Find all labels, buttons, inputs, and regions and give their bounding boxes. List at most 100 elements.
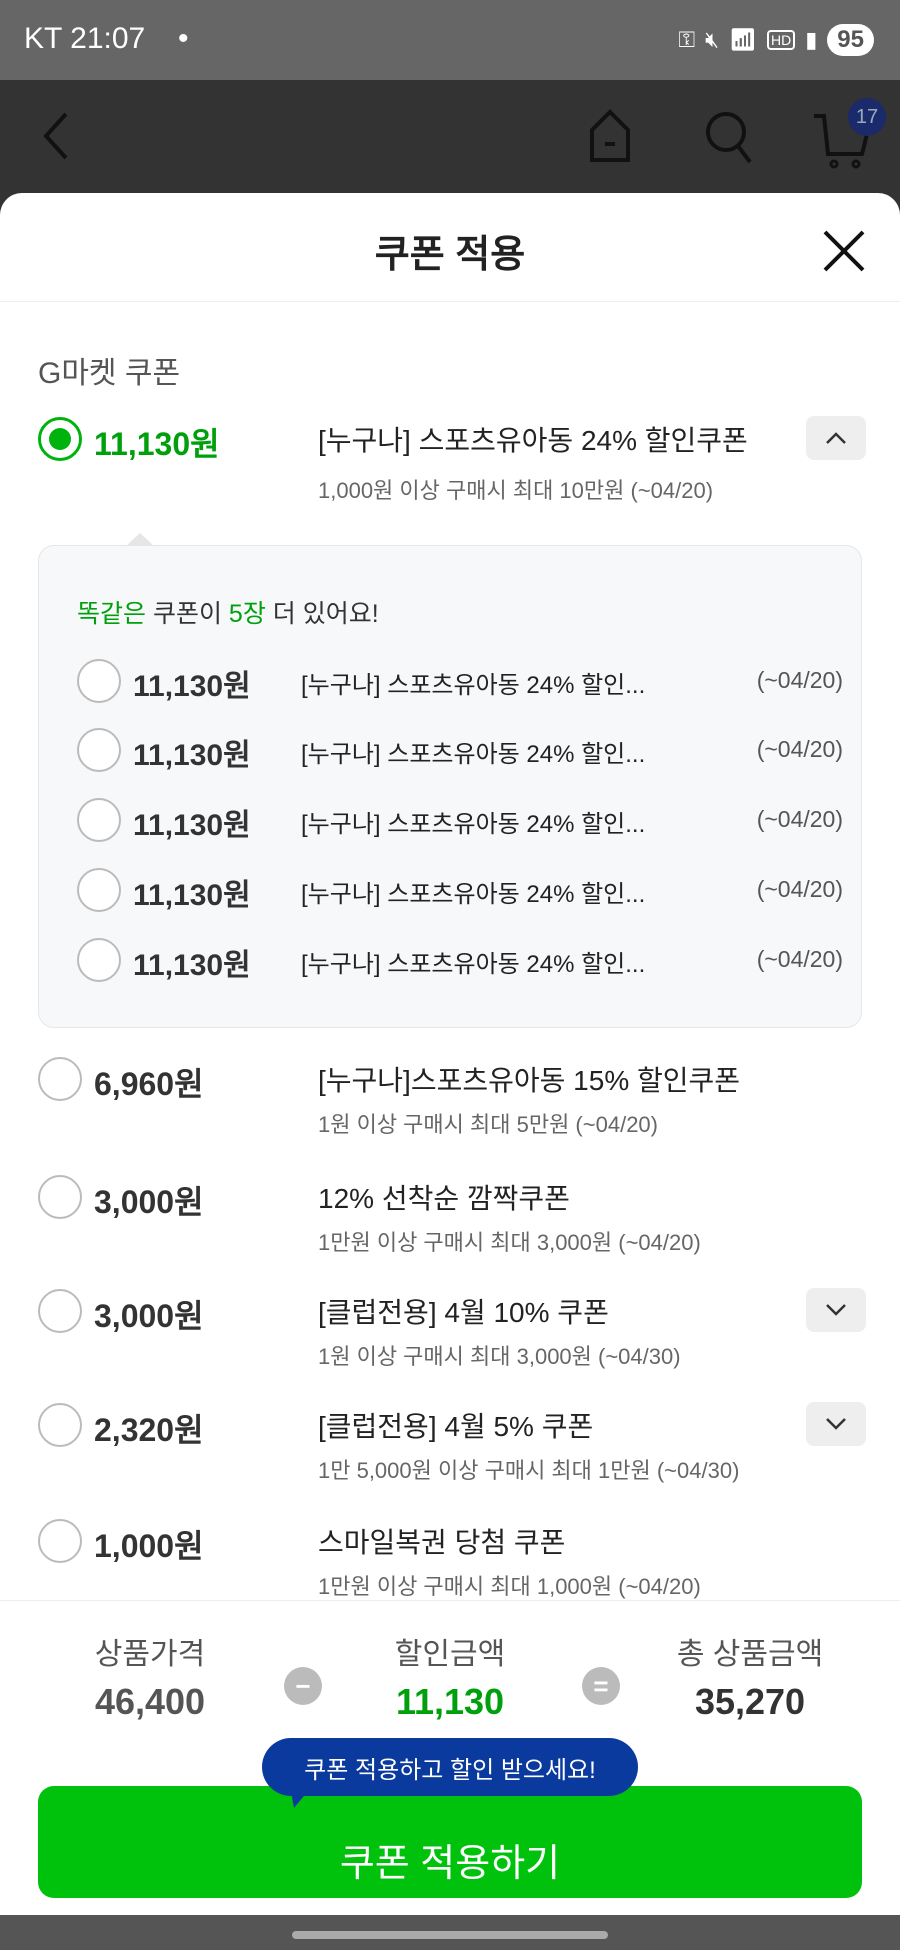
divider [0, 301, 900, 302]
top-nav: 17 [0, 80, 900, 193]
coupon-amount: 11,130원 [133, 670, 251, 703]
notification-dot: • [178, 22, 189, 55]
wifi-icon: 📶︎ [729, 27, 757, 52]
tooltip: 쿠폰 적용하고 할인 받으세요! [262, 1738, 638, 1796]
search-icon[interactable] [704, 110, 754, 166]
coupon-date: (~04/20) [756, 946, 843, 972]
close-icon[interactable] [822, 229, 866, 273]
collapse-button[interactable] [806, 416, 866, 460]
radio-button[interactable] [77, 728, 121, 772]
radio-button[interactable] [38, 1175, 82, 1219]
coupon-amount: 1,000원 [94, 1528, 204, 1564]
duplicate-message: 똑같은 쿠폰이 5장 더 있어요! [77, 594, 379, 630]
coupon-date: (~04/20) [756, 806, 843, 832]
coupon-row[interactable]: 3,000원 12% 선착순 깜짝쿠폰 1만원 이상 구매시 최대 3,000원… [0, 1171, 900, 1255]
coupon-name: [누구나] 스포츠유아동 24% 할인... [301, 881, 646, 908]
radio-button[interactable] [77, 659, 121, 703]
coupon-name: 12% 선착순 깜짝쿠폰 [318, 1183, 570, 1214]
coupon-name: [클럽전용] 4월 5% 쿠폰 [318, 1411, 594, 1442]
coupon-name: [누구나] 스포츠유아동 24% 할인... [301, 672, 646, 699]
equals-icon: = [582, 1667, 620, 1705]
apply-coupon-button[interactable]: 쿠폰 적용하기 [38, 1786, 862, 1898]
coupon-row-selected[interactable]: 11,130원 [누구나] 스포츠유아동 24% 할인쿠폰 1,000원 이상 … [0, 413, 900, 503]
msg-count: 5장 [228, 600, 266, 628]
apply-coupon-label: 쿠폰 적용하기 [339, 1843, 561, 1885]
chevron-up-icon [826, 432, 846, 444]
msg-text: 쿠폰이 [146, 600, 229, 628]
expand-button[interactable] [806, 1288, 866, 1332]
price-value: 46,400 [94, 1681, 206, 1722]
radio-button[interactable] [38, 1519, 82, 1563]
discount-value: 11,130 [395, 1681, 505, 1722]
radio-button[interactable] [38, 1289, 82, 1333]
coupon-name: [누구나] 스포츠유아동 24% 할인... [301, 951, 646, 978]
duplicate-coupon-row[interactable]: 11,130원 [누구나] 스포츠유아동 24% 할인... (~04/20) [39, 936, 861, 986]
back-icon[interactable] [38, 110, 72, 162]
coupon-condition: 1만원 이상 구매시 최대 1,000원 (~04/20) [318, 1574, 701, 1599]
coupon-amount: 11,130원 [133, 739, 251, 772]
radio-button[interactable] [77, 868, 121, 912]
total-label: 총 상품금액 [676, 1638, 824, 1671]
coupon-condition: 1원 이상 구매시 최대 5만원 (~04/20) [318, 1112, 658, 1137]
coupon-date: (~04/20) [756, 667, 843, 693]
coupon-amount: 6,960원 [94, 1066, 204, 1102]
coupon-date: (~04/20) [756, 876, 843, 902]
tooltip-tail [290, 1786, 312, 1808]
sheet-title: 쿠폰 적용 [374, 234, 526, 276]
radio-button[interactable] [38, 1057, 82, 1101]
section-title: G마켓 쿠폰 [38, 357, 181, 390]
coupon-condition: 1만 5,000원 이상 구매시 최대 1만원 (~04/30) [318, 1458, 740, 1483]
battery-level: 95 [827, 24, 874, 56]
status-bar: KT 21:07 • ⚿ 🔇︎ 📶︎ HD ▮ 95 [0, 0, 900, 80]
coupon-row[interactable]: 3,000원 [클럽전용] 4월 10% 쿠폰 1원 이상 구매시 최대 3,0… [0, 1285, 900, 1369]
coupon-amount: 11,130원 [133, 809, 251, 842]
carrier-time: KT 21:07 [24, 22, 146, 55]
radio-button[interactable] [77, 798, 121, 842]
radio-selected[interactable] [38, 417, 82, 461]
radio-button[interactable] [77, 938, 121, 982]
total-value: 35,270 [694, 1681, 806, 1722]
panel-pointer [126, 533, 154, 546]
coupon-amount: 11,130원 [133, 949, 251, 982]
coupon-amount: 11,130원 [94, 426, 220, 462]
home-indicator[interactable] [292, 1931, 608, 1939]
hd-icon: HD [766, 30, 796, 50]
vpn-key-icon: ⚿ [678, 27, 696, 52]
duplicate-coupon-row[interactable]: 11,130원 [누구나] 스포츠유아동 24% 할인... (~04/20) [39, 796, 861, 846]
coupon-name: [클럽전용] 4월 10% 쿠폰 [318, 1297, 609, 1328]
radio-button[interactable] [38, 1403, 82, 1447]
coupon-amount: 11,130원 [133, 879, 251, 912]
mute-icon: 🔇︎ [705, 27, 720, 52]
cart-count-badge: 17 [848, 98, 886, 136]
coupon-amount: 2,320원 [94, 1412, 204, 1448]
coupon-name: [누구나] 스포츠유아동 24% 할인... [301, 811, 646, 838]
msg-text: 더 있어요! [265, 600, 379, 628]
gesture-bar [0, 1915, 900, 1950]
coupon-name: [누구나] 스포츠유아동 24% 할인쿠폰 [318, 425, 748, 456]
coupon-condition: 1원 이상 구매시 최대 3,000원 (~04/30) [318, 1344, 681, 1369]
coupon-amount: 3,000원 [94, 1184, 204, 1220]
duplicate-coupon-row[interactable]: 11,130원 [누구나] 스포츠유아동 24% 할인... (~04/20) [39, 866, 861, 916]
expand-button[interactable] [806, 1402, 866, 1446]
status-icons: ⚿ 🔇︎ 📶︎ HD ▮ 95 [678, 24, 874, 56]
coupon-row[interactable]: 6,960원 [누구나]스포츠유아동 15% 할인쿠폰 1원 이상 구매시 최대… [0, 1053, 900, 1137]
chevron-down-icon [826, 1418, 846, 1430]
chevron-down-icon [826, 1304, 846, 1316]
coupon-row[interactable]: 2,320원 [클럽전용] 4월 5% 쿠폰 1만 5,000원 이상 구매시 … [0, 1399, 900, 1483]
signal-icon: ▮ [805, 27, 818, 52]
coupon-date: (~04/20) [756, 736, 843, 762]
coupon-condition: 1만원 이상 구매시 최대 3,000원 (~04/20) [318, 1230, 701, 1255]
minus-icon: − [284, 1667, 322, 1705]
msg-highlight: 똑같은 [77, 600, 147, 628]
duplicate-coupons-panel: 똑같은 쿠폰이 5장 더 있어요! 11,130원 [누구나] 스포츠유아동 2… [38, 533, 862, 1028]
duplicate-coupon-row[interactable]: 11,130원 [누구나] 스포츠유아동 24% 할인... (~04/20) [39, 657, 861, 707]
coupon-row[interactable]: 1,000원 스마일복권 당첨 쿠폰 1만원 이상 구매시 최대 1,000원 … [0, 1515, 900, 1599]
coupon-condition: 1,000원 이상 구매시 최대 10만원 (~04/20) [318, 478, 714, 503]
duplicate-coupon-row[interactable]: 11,130원 [누구나] 스포츠유아동 24% 할인... (~04/20) [39, 726, 861, 776]
coupon-name: [누구나] 스포츠유아동 24% 할인... [301, 741, 646, 768]
coupon-name: [누구나]스포츠유아동 15% 할인쿠폰 [318, 1065, 741, 1096]
cart-icon[interactable] [812, 110, 872, 170]
home-icon[interactable] [588, 108, 632, 164]
coupon-name: 스마일복권 당첨 쿠폰 [318, 1527, 566, 1558]
summary-footer: 상품가격 46,400 − 할인금액 11,130 = 총 상품금액 35,27… [0, 1600, 900, 1915]
